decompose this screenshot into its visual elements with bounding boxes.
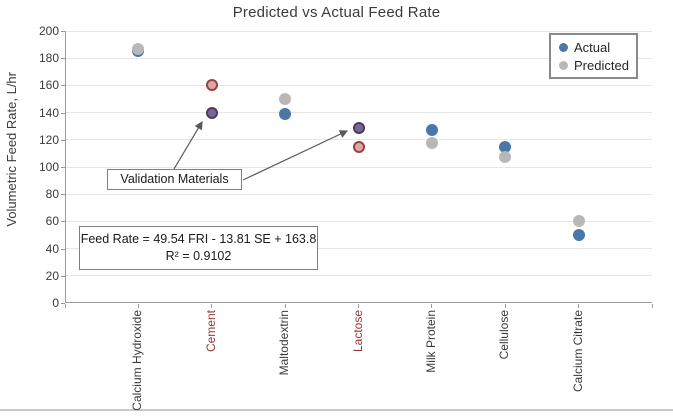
validation-materials-label: Validation Materials — [120, 172, 229, 186]
predicted-marker-icon — [559, 60, 568, 70]
actual-marker-icon — [559, 42, 568, 52]
point-actual-lactose[interactable] — [352, 121, 365, 134]
y-tick-mark-180 — [61, 58, 65, 60]
x-tick-mark-2 — [211, 304, 213, 308]
validation-materials-callout: Validation Materials — [107, 169, 242, 190]
y-tick-mark-200 — [61, 31, 65, 32]
y-tick-label-20: 20 — [45, 268, 59, 283]
y-tick-mark-80 — [61, 194, 65, 196]
point-predicted-calcium-citrate[interactable] — [572, 215, 585, 228]
point-predicted-milk-protein[interactable] — [425, 136, 438, 149]
x-category-label-milk-protein: Milk Protein — [423, 310, 438, 373]
gridline-y-180 — [66, 57, 652, 59]
y-tick-mark-60 — [61, 221, 65, 223]
y-tick-mark-20 — [61, 275, 65, 277]
x-tick-mark-5 — [431, 304, 433, 308]
equation-line: Feed Rate = 49.54 FRI - 13.81 SE + 163.8 — [80, 232, 317, 246]
x-category-label-calcium-citrate: Calcium Citrate — [570, 310, 585, 393]
gridline-y-140 — [66, 112, 652, 114]
point-predicted-maltodextrin[interactable] — [279, 93, 292, 105]
y-tick-mark-160 — [61, 85, 65, 87]
legend: Actual Predicted — [549, 33, 638, 79]
gridline-y-20 — [66, 275, 652, 277]
y-tick-mark-100 — [61, 167, 65, 168]
y-tick-label-180: 180 — [38, 51, 59, 66]
x-tick-mark-8 — [651, 304, 653, 308]
gridline-y-80 — [66, 193, 652, 195]
plot-area — [65, 30, 652, 303]
image-bottom-border — [0, 409, 673, 411]
y-tick-mark-0 — [61, 303, 65, 304]
y-tick-mark-40 — [61, 248, 65, 250]
gridline-y-100 — [66, 166, 652, 168]
point-actual-cement[interactable] — [205, 106, 218, 119]
point-predicted-cellulose[interactable] — [499, 151, 512, 164]
x-category-label-lactose: Lactose — [350, 310, 365, 353]
x-tick-mark-1 — [137, 304, 139, 308]
gridline-y-160 — [66, 84, 652, 86]
y-tick-mark-140 — [61, 112, 65, 114]
point-actual-milk-protein[interactable] — [425, 124, 438, 137]
legend-item-actual[interactable]: Actual — [559, 38, 630, 56]
y-tick-label-140: 140 — [38, 105, 59, 120]
point-actual-calcium-citrate[interactable] — [572, 229, 585, 241]
gridline-y-40 — [66, 248, 652, 250]
x-tick-mark-4 — [358, 304, 359, 308]
x-category-label-cellulose: Cellulose — [497, 310, 512, 360]
point-actual-cellulose[interactable] — [499, 140, 512, 153]
y-tick-label-100: 100 — [38, 160, 59, 174]
x-category-label-cement: Cement — [203, 310, 218, 353]
y-tick-mark-120 — [61, 139, 65, 141]
x-category-label-calcium-hydroxide: Calcium Hydroxide — [130, 310, 145, 411]
legend-item-predicted[interactable]: Predicted — [559, 56, 630, 74]
y-tick-label-160: 160 — [38, 78, 59, 93]
legend-label-actual: Actual — [574, 39, 611, 55]
point-predicted-cement[interactable] — [205, 79, 218, 92]
y-tick-label-60: 60 — [45, 214, 59, 229]
x-tick-mark-0 — [64, 304, 66, 308]
y-tick-label-0: 0 — [52, 296, 59, 310]
y-axis-title: Volumetric Feed Rate, L/hr — [4, 72, 19, 227]
point-predicted-calcium-hydroxide[interactable] — [132, 42, 145, 55]
gridline-y-120 — [66, 139, 652, 141]
y-tick-label-120: 120 — [38, 132, 59, 147]
y-tick-label-80: 80 — [45, 187, 59, 202]
x-category-label-maltodextrin: Maltodextrin — [277, 310, 292, 376]
x-tick-mark-7 — [578, 304, 580, 308]
y-tick-label-40: 40 — [45, 241, 59, 256]
chart-title: Predicted vs Actual Feed Rate — [232, 4, 441, 21]
x-tick-mark-6 — [504, 304, 506, 308]
y-tick-label-200: 200 — [38, 24, 59, 38]
point-predicted-lactose[interactable] — [352, 140, 365, 153]
regression-equation-box: Feed Rate = 49.54 FRI - 13.81 SE + 163.8… — [79, 226, 318, 270]
x-tick-mark-3 — [284, 304, 286, 308]
gridline-y-200 — [66, 30, 652, 32]
legend-label-predicted: Predicted — [574, 57, 629, 73]
r-squared-line: R² = 0.9102 — [165, 249, 232, 263]
gridline-y-60 — [66, 220, 652, 222]
point-actual-maltodextrin[interactable] — [279, 107, 292, 120]
